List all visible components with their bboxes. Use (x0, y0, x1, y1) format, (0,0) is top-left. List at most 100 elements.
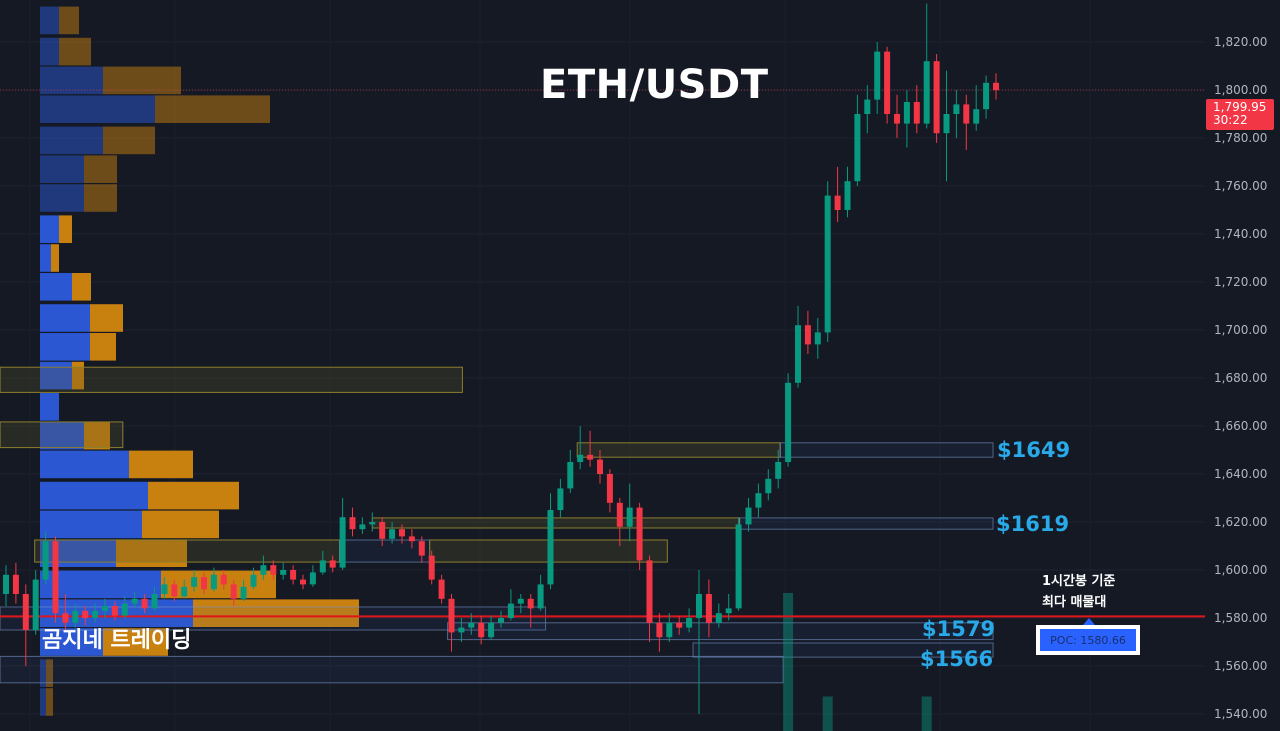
candle-body (933, 61, 940, 134)
candle-body (111, 606, 118, 616)
candle-body (567, 462, 574, 489)
profile-buy-bar (40, 628, 103, 656)
candle-body (230, 584, 237, 599)
candle-body (191, 577, 198, 587)
profile-buy-bar (40, 95, 155, 123)
y-tick-label: 1,640.00 (1214, 467, 1268, 481)
candle-body (389, 529, 396, 539)
profile-sell-bar (59, 215, 72, 243)
candle-body (428, 555, 435, 580)
candle-body (369, 522, 376, 525)
candle-body (498, 618, 504, 623)
profile-sell-bar (148, 481, 239, 510)
volume-bars (783, 593, 932, 731)
candle-body (943, 114, 950, 134)
profile-buy-bar (40, 481, 148, 510)
profile-buy-bar (40, 244, 51, 272)
candle-body (240, 586, 247, 599)
candle-body (963, 104, 970, 124)
level-zone (0, 655, 784, 684)
candle-body (319, 560, 326, 573)
candle-body (903, 102, 910, 124)
candle-body (864, 99, 871, 114)
candle-body (468, 622, 475, 628)
current-price-label: 1,799.95 30:22 (1206, 99, 1274, 130)
profile-sell-bar (59, 6, 79, 35)
level-label-1566: $1566 (920, 647, 994, 671)
profile-buy-bar (40, 333, 90, 361)
candle-body (775, 462, 782, 479)
candle-body (953, 104, 960, 114)
profile-sell-bar (84, 421, 110, 450)
candle-body (220, 574, 227, 585)
poc-arrow-icon (1083, 618, 1095, 625)
profile-sell-bar (84, 184, 117, 212)
profile-buy-bar (40, 688, 46, 716)
candle-body (646, 560, 653, 623)
y-tick-label: 1,720.00 (1214, 275, 1268, 289)
profile-sell-bar (142, 510, 219, 539)
candles (3, 3, 999, 714)
candle-body (488, 622, 495, 638)
candle-body (606, 474, 613, 503)
candle-body (22, 594, 29, 630)
volume-profile (40, 6, 359, 716)
candle-body (329, 560, 336, 568)
supply-zone (371, 517, 741, 529)
candle-body (785, 382, 792, 462)
candle-body (795, 325, 801, 383)
profile-buy-bar (40, 450, 129, 479)
candle-body (587, 454, 594, 460)
level-zone (339, 539, 431, 563)
bar-countdown: 30:22 (1213, 113, 1248, 127)
profile-buy-bar (40, 184, 84, 212)
supply-zone (0, 421, 124, 449)
candle-body (72, 610, 79, 623)
candle-body (923, 61, 930, 124)
candle-body (765, 478, 772, 494)
poc-note-line1: 1시간봉 기준 (1042, 574, 1116, 589)
profile-sell-bar (46, 659, 53, 687)
profile-buy-bar (40, 37, 59, 66)
profile-sell-bar (103, 126, 155, 155)
candle-body (983, 82, 990, 110)
y-tick-label: 1,800.00 (1214, 83, 1268, 97)
profile-sell-bar (59, 37, 91, 66)
candle-body (666, 622, 673, 638)
candle-body (32, 579, 39, 630)
candle-body (280, 570, 287, 575)
profile-sell-bar (90, 304, 123, 332)
candle-body (735, 524, 742, 609)
candle-body (557, 488, 564, 510)
profile-sell-bar (193, 599, 359, 627)
watermark: 곰지네 트레이딩 (42, 628, 192, 653)
candle-body (359, 524, 366, 530)
candle-body (151, 594, 158, 609)
grid (0, 41, 1205, 715)
candle-body (92, 610, 99, 618)
profile-buy-bar (40, 273, 72, 301)
candle-body (824, 195, 831, 333)
y-tick-label: 1,660.00 (1214, 419, 1268, 433)
profile-buy-bar (40, 66, 103, 95)
profile-buy-bar (40, 215, 59, 243)
candle-body (874, 51, 881, 100)
price-chart[interactable] (0, 0, 1205, 731)
candle-body (577, 454, 584, 462)
candle-body (12, 574, 19, 594)
candle-body (250, 574, 257, 587)
candle-body (418, 541, 425, 556)
level-label-1579: $1579 (922, 617, 996, 641)
y-tick-label: 1,560.00 (1214, 659, 1268, 673)
y-tick-label: 1,540.00 (1214, 707, 1268, 721)
y-tick-label: 1,600.00 (1214, 563, 1268, 577)
profile-sell-bar (51, 244, 59, 272)
profile-sell-bar (72, 273, 91, 301)
profile-buy-bar (40, 393, 59, 421)
profile-buy-bar (40, 304, 90, 332)
candle-body (616, 502, 623, 527)
candle-body (300, 579, 306, 585)
candle-body (448, 598, 455, 633)
candle-body (884, 51, 891, 114)
y-tick-label: 1,820.00 (1214, 35, 1268, 49)
